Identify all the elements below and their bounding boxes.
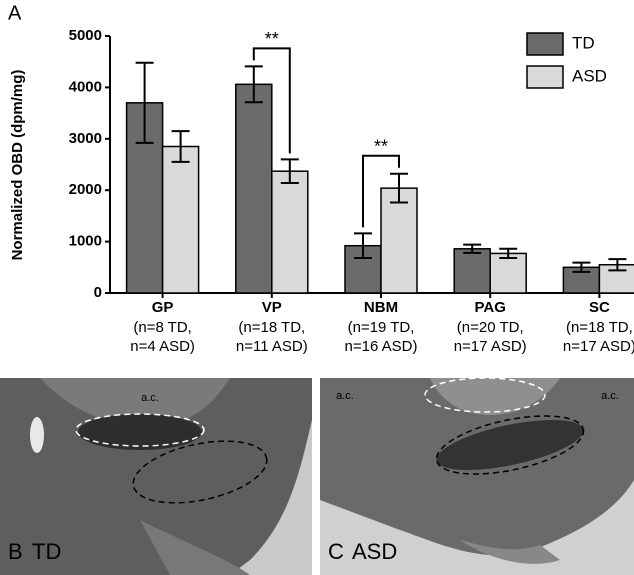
significance-bracket — [252, 47, 291, 154]
image-label: TD — [32, 539, 61, 564]
error-bar — [280, 158, 299, 185]
x-tick-label: PAG — [474, 299, 505, 316]
x-tick-label: GP — [152, 299, 174, 316]
bar — [489, 252, 527, 294]
x-tick-label: SC — [589, 299, 610, 316]
error-bar — [244, 65, 263, 104]
error-bar — [354, 232, 372, 260]
x-tick-label: NBM — [364, 299, 398, 316]
x-tick-note: (n=20 TD, — [457, 319, 524, 336]
bar — [161, 145, 200, 294]
x-tick-note: n=17 ASD) — [454, 338, 527, 355]
error-bar — [572, 261, 591, 273]
legend-swatch — [526, 32, 564, 56]
bar — [380, 187, 418, 294]
error-bar — [171, 130, 190, 163]
x-tick-note: n=11 ASD) — [236, 338, 308, 355]
panel-label: C — [328, 539, 344, 564]
error-bar — [390, 172, 408, 204]
bar — [453, 248, 491, 294]
error-bar — [499, 247, 518, 260]
x-tick-note: n=4 ASD) — [130, 338, 195, 355]
error-bar — [463, 243, 482, 254]
y-tick-label: 5000 — [69, 27, 102, 44]
image-annotation: a.c. — [336, 390, 354, 402]
image-annotation: a.c. — [601, 390, 619, 402]
y-tick-label: 0 — [94, 284, 102, 301]
legend-label: ASD — [572, 66, 607, 85]
y-axis-label: Normalized OBD (dpm/mg) — [9, 70, 26, 261]
bar — [235, 83, 273, 294]
significance-label: ** — [374, 137, 388, 157]
significance-label: ** — [265, 29, 279, 49]
significance-bracket — [362, 154, 400, 228]
x-tick-note: n=17 ASD) — [563, 338, 634, 355]
y-tick-label: 4000 — [69, 78, 102, 95]
error-bar — [135, 61, 154, 144]
x-tick-note: (n=18 TD, — [566, 319, 633, 336]
x-tick-note: n=16 ASD) — [345, 338, 418, 355]
x-tick-note: (n=19 TD, — [348, 319, 415, 336]
panel-label: B — [8, 539, 23, 564]
micrograph-td — [0, 378, 312, 575]
legend-label: TD — [572, 33, 595, 52]
panel-label: A — [8, 2, 22, 24]
x-tick-label: VP — [262, 299, 282, 316]
micrograph-asd — [320, 377, 634, 575]
y-tick-label: 2000 — [69, 181, 102, 198]
image-label: ASD — [352, 539, 397, 564]
y-tick-label: 3000 — [69, 130, 102, 147]
bar — [271, 170, 309, 294]
x-tick-note: (n=8 TD, — [133, 319, 192, 336]
image-annotation: a.c. — [141, 392, 159, 404]
error-bar — [608, 258, 627, 272]
x-tick-note: (n=18 TD, — [238, 319, 305, 336]
legend-swatch — [526, 65, 564, 89]
y-tick-label: 1000 — [69, 233, 102, 250]
